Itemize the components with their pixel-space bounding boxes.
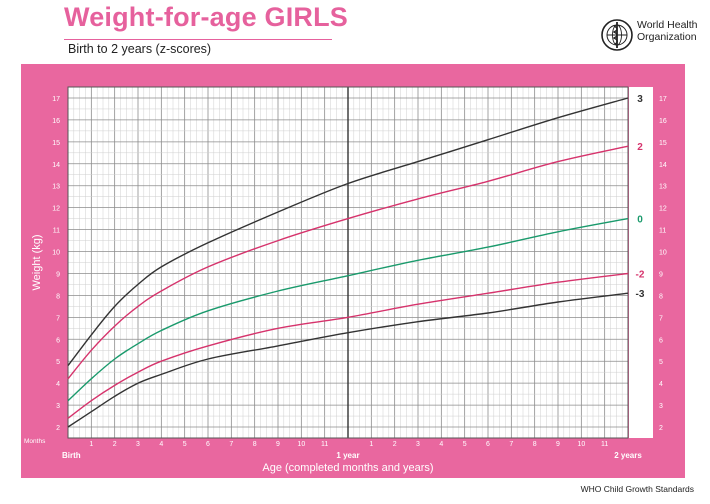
y-tick-label-left: 9 [56, 271, 60, 278]
x-tick-label: 3 [416, 441, 420, 448]
y-tick-label-right: 8 [659, 293, 663, 300]
y-tick-label-right: 10 [659, 250, 667, 257]
y-tick-label-left: 11 [53, 228, 60, 235]
y-tick-label-right: 4 [659, 381, 663, 388]
x-tick-label: 1 year [336, 451, 359, 460]
x-tick-label: 5 [463, 441, 467, 448]
x-tick-label: 3 [136, 441, 140, 448]
z-score-curve-2 [67, 145, 629, 380]
y-tick-label-left: 8 [56, 293, 60, 300]
chart-subtitle: Birth to 2 years (z-scores) [68, 42, 212, 56]
x-tick-label: 8 [253, 441, 257, 448]
z-score-label: -2 [636, 269, 645, 280]
x-tick-label: 7 [509, 441, 513, 448]
y-tick-label-right: 7 [659, 315, 663, 322]
x-tick-label: 10 [577, 441, 585, 448]
z-score-curve-minus3 [67, 292, 629, 428]
x-tick-label: 4 [159, 441, 163, 448]
org-name-line-1: World Health [637, 19, 698, 31]
y-tick-label-right: 3 [659, 403, 663, 410]
y-tick-label-left: 17 [52, 96, 60, 103]
y-tick-label-left: 13 [52, 184, 60, 191]
y-tick-label-right: 17 [659, 96, 667, 103]
x-tick-label: 6 [486, 441, 490, 448]
z-score-label: 2 [637, 142, 643, 153]
x-tick-label: 6 [206, 441, 210, 448]
title-underline [64, 39, 332, 40]
plot-border [67, 86, 629, 439]
y-tick-label-left: 5 [56, 359, 60, 366]
y-tick-label-left: 6 [56, 337, 60, 344]
y-tick-label-right: 6 [659, 337, 663, 344]
x-tick-label: 10 [297, 441, 305, 448]
x-tick-label: 2 years [614, 451, 642, 460]
who-emblem-icon [601, 19, 633, 51]
x-tick-label: 1 [369, 441, 373, 448]
z-score-label: -3 [636, 289, 645, 300]
org-name-line-2: Organization [637, 31, 697, 43]
y-tick-label-right: 15 [659, 140, 667, 147]
y-tick-label-right: 12 [659, 206, 667, 213]
y-axis-label: Weight (kg) [31, 234, 43, 290]
y-tick-label-left: 15 [52, 140, 60, 147]
z-score-label: 0 [637, 215, 643, 226]
y-tick-label-right: 11 [659, 228, 666, 235]
y-tick-label-right: 13 [659, 184, 667, 191]
y-tick-label-left: 14 [52, 162, 60, 169]
x-tick-label: Birth [62, 451, 81, 460]
z-score-curve-minus2 [67, 272, 629, 419]
y-tick-label-right: 5 [659, 359, 663, 366]
y-tick-label-right: 16 [659, 118, 667, 125]
x-tick-label: 9 [556, 441, 560, 448]
x-tick-label: 2 [113, 441, 117, 448]
z-score-curve-0 [67, 217, 629, 402]
y-tick-label-right: 2 [659, 425, 663, 432]
y-tick-label-left: 3 [56, 403, 60, 410]
z-score-label: 3 [637, 94, 643, 105]
x-tick-label: 1 [89, 441, 93, 448]
organization-name: World Health Organization [637, 19, 698, 43]
label-strip [629, 87, 653, 438]
y-tick-label-left: 2 [56, 425, 60, 432]
chart-title: Weight-for-age GIRLS [64, 2, 348, 32]
x-tick-label: 5 [183, 441, 187, 448]
y-tick-label-right: 14 [659, 162, 667, 169]
x-tick-label: 11 [601, 441, 608, 448]
y-tick-label-left: 10 [52, 250, 60, 257]
x-tick-label: 2 [393, 441, 397, 448]
x-tick-label: 11 [321, 441, 328, 448]
x-tick-label: 8 [533, 441, 537, 448]
y-tick-label-right: 9 [659, 271, 663, 278]
x-unit-label: Months [24, 438, 46, 445]
z-score-curve-3 [67, 97, 629, 367]
y-tick-label-left: 7 [56, 315, 60, 322]
x-tick-label: 7 [229, 441, 233, 448]
y-tick-label-left: 4 [56, 381, 60, 388]
y-tick-label-left: 16 [52, 118, 60, 125]
x-tick-label: 9 [276, 441, 280, 448]
x-axis-label: Age (completed months and years) [262, 462, 433, 474]
y-tick-label-left: 12 [52, 206, 60, 213]
footer-credit: WHO Child Growth Standards [580, 484, 694, 494]
x-tick-label: 4 [439, 441, 443, 448]
